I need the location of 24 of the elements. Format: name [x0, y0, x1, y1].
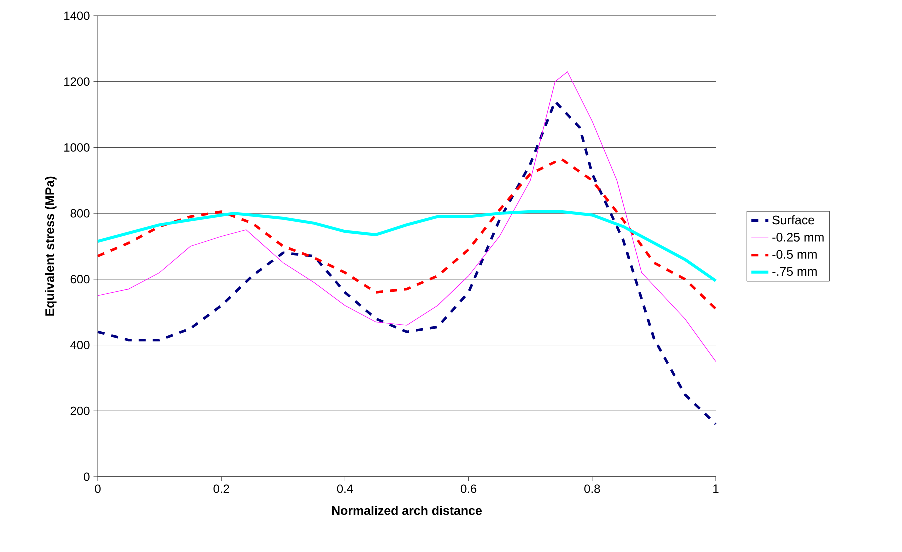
legend-label: Surface [772, 216, 814, 225]
x-axis-title: Normalized arch distance [332, 506, 482, 516]
x-tick-label: 0 [95, 484, 101, 494]
y-tick-label: 400 [70, 341, 90, 350]
legend-label: -.75 mm [772, 267, 817, 276]
y-tick-label: 1400 [64, 12, 90, 20]
y-tick-label: 200 [70, 406, 90, 416]
y-tick-label: 800 [70, 209, 90, 218]
x-tick-label: 0.4 [337, 484, 354, 494]
line-series [98, 72, 716, 362]
legend-label: -0.25 mm [772, 233, 824, 242]
line-series [96, 210, 718, 283]
line-series [96, 100, 718, 426]
y-tick-label: 600 [70, 275, 90, 284]
x-tick-label: 1 [714, 484, 719, 493]
line-series [96, 158, 718, 310]
x-tick-label: 0.8 [584, 484, 600, 494]
y-tick-label: 0 [84, 472, 90, 482]
y-tick-label: 1000 [64, 143, 90, 152]
x-tick-label: 0.2 [214, 484, 230, 494]
legend-label: -0.5 mm [772, 250, 817, 260]
y-tick-label: 1200 [64, 78, 90, 86]
x-tick-label: 0.6 [460, 484, 477, 494]
y-axis-title: Equivalent stress (MPa) [45, 176, 57, 316]
